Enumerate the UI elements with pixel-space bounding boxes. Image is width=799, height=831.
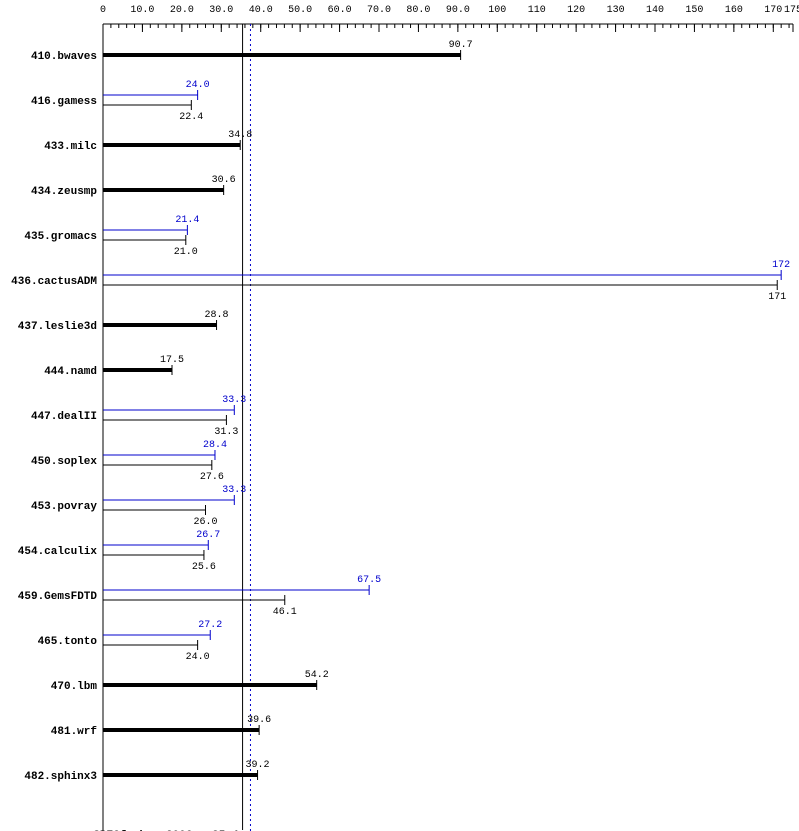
x-axis-tick-label: 80.0 (406, 5, 430, 16)
benchmark-value-label: 27.6 (200, 472, 224, 483)
x-axis-tick-label: 110 (528, 5, 546, 16)
x-axis-tick-label: 120 (567, 5, 585, 16)
benchmark-value-label: 33.3 (222, 485, 246, 496)
benchmark-value-label: 21.4 (175, 215, 199, 226)
benchmark-label: 434.zeusmp (31, 186, 97, 198)
chart-background (0, 0, 799, 831)
x-axis-tick-label: 90.0 (446, 5, 470, 16)
benchmark-label: 444.namd (44, 366, 97, 378)
x-axis-tick-label: 0 (100, 5, 106, 16)
x-axis-tick-label: 40.0 (249, 5, 273, 16)
x-axis-tick-label: 130 (607, 5, 625, 16)
x-axis-tick-label: 170 (764, 5, 782, 16)
benchmark-value-label: 25.6 (192, 562, 216, 573)
benchmark-value-label: 17.5 (160, 355, 184, 366)
benchmark-value-label: 28.8 (205, 310, 229, 321)
x-axis-tick-label: 100 (488, 5, 506, 16)
x-axis-tick-label: 50.0 (288, 5, 312, 16)
benchmark-value-label: 30.6 (212, 175, 236, 186)
benchmark-value-label: 54.2 (305, 670, 329, 681)
benchmark-label: 433.milc (44, 141, 97, 153)
benchmark-value-label: 26.0 (194, 517, 218, 528)
x-axis-tick-label: 175 (784, 5, 799, 16)
benchmark-value-label: 34.8 (228, 130, 252, 141)
benchmark-label: 435.gromacs (24, 231, 97, 243)
benchmark-label: 447.dealII (31, 411, 97, 423)
benchmark-value-label: 27.2 (198, 620, 222, 631)
benchmark-value-label: 31.3 (214, 427, 238, 438)
benchmark-label: 459.GemsFDTD (18, 591, 98, 603)
benchmark-value-label: 67.5 (357, 575, 381, 586)
benchmark-label: 481.wrf (51, 726, 98, 738)
x-axis-tick-label: 160 (725, 5, 743, 16)
benchmark-value-label: 171 (768, 292, 786, 303)
x-axis-tick-label: 10.0 (130, 5, 154, 16)
benchmark-value-label: 28.4 (203, 440, 227, 451)
benchmark-value-label: 22.4 (179, 112, 203, 123)
benchmark-label: 482.sphinx3 (24, 771, 97, 783)
x-axis-tick-label: 20.0 (170, 5, 194, 16)
benchmark-label: 410.bwaves (31, 51, 97, 63)
benchmark-value-label: 39.6 (247, 715, 271, 726)
benchmark-label: 453.povray (31, 501, 97, 513)
benchmark-value-label: 21.0 (174, 247, 198, 258)
x-axis-tick-label: 30.0 (209, 5, 233, 16)
benchmark-value-label: 90.7 (449, 40, 473, 51)
benchmark-label: 416.gamess (31, 96, 97, 108)
benchmark-value-label: 24.0 (186, 652, 210, 663)
benchmark-value-label: 172 (772, 260, 790, 271)
benchmark-value-label: 39.2 (246, 760, 270, 771)
x-axis-tick-label: 150 (685, 5, 703, 16)
benchmark-label: 436.cactusADM (11, 276, 97, 288)
benchmark-value-label: 46.1 (273, 607, 297, 618)
spec-benchmark-chart: 0 10.0 20.0 30.0 40.0 50.0 60.0 70.0 80.0 90.0 100… (0, 0, 799, 831)
benchmark-label: 454.calculix (18, 546, 98, 558)
benchmark-value-label: 33.3 (222, 395, 246, 406)
x-axis-tick-label: 70.0 (367, 5, 391, 16)
benchmark-label: 465.tonto (38, 636, 98, 648)
benchmark-value-label: 24.0 (186, 80, 210, 91)
benchmark-label: 437.leslie3d (18, 321, 97, 333)
x-axis-tick-label: 140 (646, 5, 664, 16)
benchmark-value-label: 26.7 (196, 530, 220, 541)
x-axis-tick-label: 60.0 (328, 5, 352, 16)
benchmark-label: 450.soplex (31, 456, 97, 468)
benchmark-label: 470.lbm (51, 681, 98, 693)
